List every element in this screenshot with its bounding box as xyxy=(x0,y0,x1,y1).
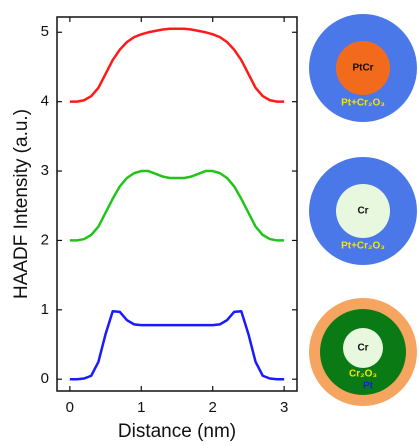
core xyxy=(336,184,390,238)
outer-label: Pt xyxy=(363,381,374,392)
plot: 0 1 2 3 0 1 2 3 4 5 xyxy=(41,17,297,416)
y-tick-label: 0 xyxy=(41,370,49,387)
y-tick-label: 5 xyxy=(41,23,49,40)
core xyxy=(343,328,383,368)
line-series xyxy=(69,27,285,103)
x-tick-label: 2 xyxy=(209,399,217,416)
core xyxy=(336,41,390,95)
line-series xyxy=(69,309,285,381)
shell-label: Pt+Cr₂O₃ xyxy=(341,241,385,252)
core-label: Cr xyxy=(357,206,368,217)
diagram: Cr Pt+Cr₂O₃ xyxy=(309,157,417,265)
diagram: PtCr Pt+Cr₂O₃ xyxy=(309,14,417,122)
y-tick-label: 1 xyxy=(41,301,49,318)
diagram: Cr Cr₂O₃ Pt xyxy=(309,298,417,406)
y-tick-label: 2 xyxy=(41,231,49,248)
shell-label: Pt+Cr₂O₃ xyxy=(341,98,385,109)
y-tick-label: 3 xyxy=(41,162,49,179)
plot-frame xyxy=(56,16,298,392)
line-series xyxy=(69,169,285,242)
y-axis-title: HAADF Intensity (a.u.) xyxy=(11,109,32,299)
x-tick-label: 1 xyxy=(137,399,145,416)
core-label: Cr xyxy=(357,343,368,354)
x-axis-title: Distance (nm) xyxy=(118,421,236,442)
core-label: PtCr xyxy=(352,63,373,74)
y-tick-label: 4 xyxy=(41,93,49,110)
middle-label: Cr₂O₃ xyxy=(349,369,377,380)
x-tick-label: 3 xyxy=(280,399,288,416)
x-tick-label: 0 xyxy=(66,399,74,416)
